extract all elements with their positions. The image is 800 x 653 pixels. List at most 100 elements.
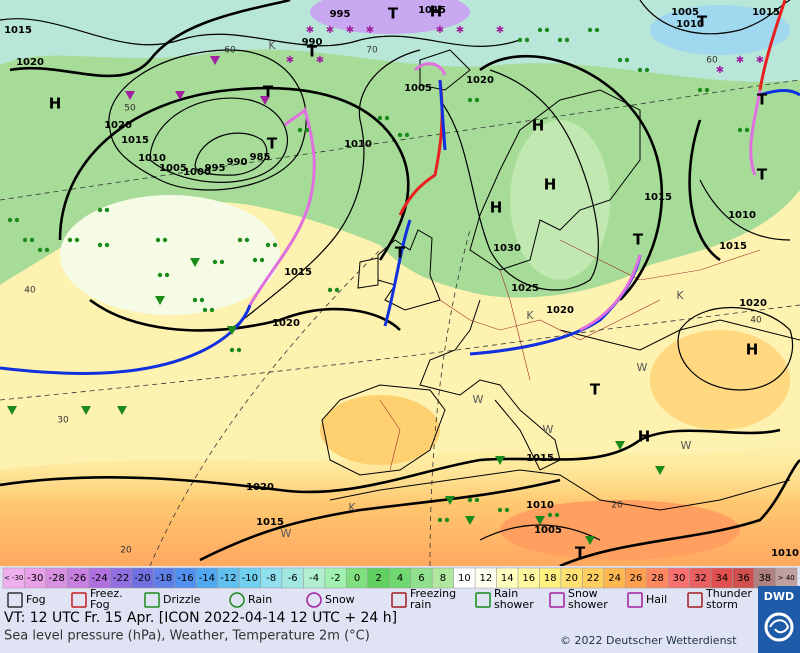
rain-dot bbox=[67, 237, 73, 243]
isobar-label: 1015 bbox=[4, 25, 32, 36]
rain-dot bbox=[199, 297, 205, 303]
scale-label: 22 bbox=[587, 573, 600, 584]
rain-dot bbox=[244, 237, 250, 243]
legend-label: Snow shower bbox=[568, 587, 608, 611]
rain-dot bbox=[37, 247, 43, 253]
map-background bbox=[0, 0, 800, 566]
air-mass-mark: W bbox=[543, 423, 554, 436]
rain-dot bbox=[617, 57, 623, 63]
shower bbox=[227, 326, 237, 335]
snow: ✱ bbox=[456, 25, 464, 36]
isotherm-label: 20 bbox=[611, 501, 623, 511]
shower bbox=[615, 441, 625, 450]
legend-icon bbox=[144, 592, 160, 608]
rain-dot bbox=[104, 207, 110, 213]
pressure-center: H bbox=[49, 95, 62, 113]
rain-dot bbox=[504, 507, 510, 513]
legend-icon bbox=[71, 592, 87, 608]
scale-label: 24 bbox=[608, 573, 621, 584]
legend-label: Rain shower bbox=[494, 587, 534, 611]
isobar-label: 995 bbox=[330, 9, 351, 20]
scale-label: 28 bbox=[651, 573, 664, 584]
pressure-center: H bbox=[746, 341, 759, 359]
shower bbox=[175, 91, 185, 100]
scale-label: 4 bbox=[397, 573, 403, 584]
isobar-label: 985 bbox=[250, 152, 271, 163]
rain-dot bbox=[252, 257, 258, 263]
valid-time: VT: 12 UTC Fr. 15 Apr. [ICON 2022-04-14 … bbox=[4, 610, 397, 626]
air-mass-mark: W bbox=[473, 393, 484, 406]
scale-label: 10 bbox=[458, 573, 471, 584]
scale-label: -4 bbox=[309, 573, 319, 584]
logo-text: DWD bbox=[764, 590, 794, 603]
rain-dot bbox=[737, 127, 743, 133]
rain-dot bbox=[537, 27, 543, 33]
snow: ✱ bbox=[366, 25, 374, 36]
isotherm-label: 70 bbox=[366, 46, 378, 56]
scale-label: 6 bbox=[418, 573, 424, 584]
isobar-label: 1005 bbox=[671, 7, 699, 18]
legend-icon bbox=[229, 592, 245, 608]
snow: ✱ bbox=[436, 25, 444, 36]
scale-label: -6 bbox=[288, 573, 298, 584]
pressure-center: H bbox=[490, 199, 503, 217]
air-mass-mark: K bbox=[268, 39, 276, 52]
isotherm-label: 60 bbox=[224, 46, 236, 56]
rain-dot bbox=[557, 37, 563, 43]
rain-dot bbox=[97, 242, 103, 248]
legend-icon bbox=[475, 592, 491, 608]
scale-label: 2 bbox=[375, 573, 381, 584]
isotherm-label: 20 bbox=[120, 546, 132, 556]
shower bbox=[445, 496, 455, 505]
rain-dot bbox=[237, 237, 243, 243]
isobar-label: 1015 bbox=[719, 241, 747, 252]
rain-dot bbox=[22, 237, 28, 243]
snow: ✱ bbox=[346, 25, 354, 36]
isotherm-label: 50 bbox=[124, 104, 136, 114]
rain-dot bbox=[524, 37, 530, 43]
isobar-label: 990 bbox=[302, 37, 323, 48]
graticule bbox=[0, 79, 800, 567]
pressure-center: T bbox=[757, 166, 768, 184]
scale-label: -10 bbox=[242, 573, 258, 584]
rain-dot bbox=[444, 517, 450, 523]
copyright: © 2022 Deutscher Wetterdienst bbox=[560, 634, 737, 647]
isobar-label: 1005 bbox=[404, 83, 432, 94]
pressure-center: H bbox=[532, 117, 545, 135]
rain-dot bbox=[212, 259, 218, 265]
legend-label: Freezing rain bbox=[410, 587, 456, 611]
rain-dot bbox=[744, 127, 750, 133]
snow: ✱ bbox=[736, 55, 744, 66]
rain-dot bbox=[192, 297, 198, 303]
description: Sea level pressure (hPa), Weather, Tempe… bbox=[4, 629, 370, 644]
isotherm-label: 40 bbox=[24, 286, 36, 296]
isobar-label: 1020 bbox=[104, 120, 132, 131]
scale-label: 16 bbox=[522, 573, 535, 584]
scale-label: 36 bbox=[737, 573, 750, 584]
pressure-center: T bbox=[388, 5, 399, 23]
isobar-label: 1010 bbox=[526, 500, 554, 511]
pressure-center: H bbox=[430, 3, 443, 21]
scale-label: > 40 bbox=[778, 574, 795, 582]
scale-label: 14 bbox=[501, 573, 514, 584]
scale-label: 38 bbox=[758, 573, 771, 584]
shower bbox=[465, 516, 475, 525]
shower bbox=[495, 456, 505, 465]
shower bbox=[190, 258, 200, 267]
air-mass-mark: W bbox=[281, 527, 292, 540]
scale-label: 34 bbox=[716, 573, 729, 584]
pressure-center: H bbox=[544, 176, 557, 194]
rain-dot bbox=[44, 247, 50, 253]
rain-dot bbox=[564, 37, 570, 43]
rain-dot bbox=[637, 67, 643, 73]
isobar-label: 1015 bbox=[256, 517, 284, 528]
shower bbox=[7, 406, 17, 415]
map-labels: 1015102099599010151020100510201015101010… bbox=[4, 3, 799, 562]
isobar-label: 1025 bbox=[511, 283, 539, 294]
rain-dot bbox=[164, 272, 170, 278]
isobar-label: 1015 bbox=[752, 7, 780, 18]
scale-label: -28 bbox=[48, 573, 64, 584]
shower bbox=[155, 296, 165, 305]
rain-dot bbox=[219, 259, 225, 265]
snow: ✱ bbox=[756, 55, 764, 66]
